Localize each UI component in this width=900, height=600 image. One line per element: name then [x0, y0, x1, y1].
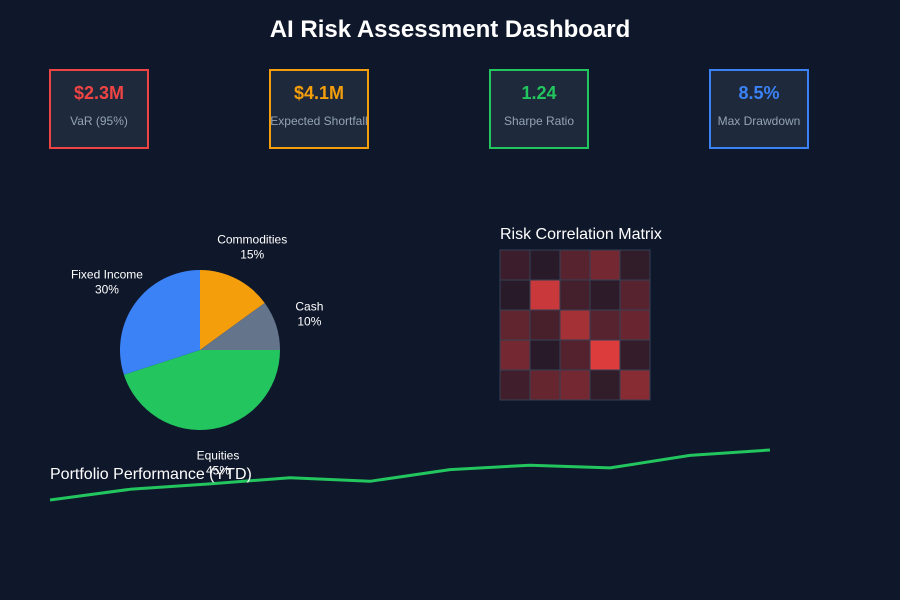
performance-title: Portfolio Performance (YTD): [50, 466, 252, 483]
heatmap-cell: [559, 279, 591, 311]
heatmap-cell: [619, 339, 651, 371]
kpi-label: VaR (95%): [70, 114, 128, 128]
heatmap-cell: [619, 369, 651, 401]
pie-slice-equities: [123, 350, 280, 430]
heatmap-cell: [499, 249, 531, 281]
page-title: AI Risk Assessment Dashboard: [269, 16, 631, 43]
heatmap-cell: [589, 339, 621, 371]
heatmap-cell: [559, 309, 591, 341]
heatmap-cell: [619, 249, 651, 281]
kpi-label: Expected Shortfall: [270, 114, 368, 128]
kpi-card-var: $2.3M VaR (95%): [49, 69, 149, 149]
heatmap-cell: [499, 339, 531, 371]
kpi-card-sharpe-ratio: 1.24 Sharpe Ratio: [489, 69, 589, 149]
heatmap-cell: [589, 279, 621, 311]
heatmap-cell: [529, 339, 561, 371]
correlation-heatmap: [499, 249, 651, 401]
kpi-label: Sharpe Ratio: [503, 114, 575, 128]
heatmap-cell: [559, 369, 591, 401]
heatmap-cell: [559, 339, 591, 371]
performance-line-chart: [49, 448, 771, 502]
pie-label: Cash 10%: [295, 299, 323, 328]
allocation-pie-chart: Commodities 15% Cash 10% Equities 45% Fixed In…: [71, 233, 323, 478]
performance-line: [49, 448, 771, 502]
correlation-matrix-title: Risk Correlation Matrix: [500, 226, 662, 243]
heatmap-cell: [529, 369, 561, 401]
pie-label: Equities 45%: [197, 449, 240, 478]
pie-slice-fixed-income: [120, 270, 200, 375]
pie-slice-cash: [200, 302, 280, 350]
kpi-card-expected-shortfall: $4.1M Expected Shortfall: [269, 69, 369, 149]
kpi-card-max-drawdown: 8.5% Max Drawdown: [709, 69, 809, 149]
heatmap-cell: [589, 309, 621, 341]
kpi-value: $4.1M: [293, 83, 345, 103]
heatmap-cell: [499, 309, 531, 341]
kpi-value: 8.5%: [738, 83, 780, 103]
pie-label: Commodities 15%: [217, 233, 287, 262]
heatmap-cell: [499, 279, 531, 311]
heatmap-cell: [589, 369, 621, 401]
heatmap-cell: [529, 249, 561, 281]
heatmap-cell: [619, 279, 651, 311]
kpi-value: 1.24: [521, 83, 557, 103]
heatmap-cell: [529, 309, 561, 341]
pie-label: Fixed Income 30%: [71, 267, 143, 296]
heatmap-cell: [499, 369, 531, 401]
heatmap-cell: [589, 249, 621, 281]
kpi-label: Max Drawdown: [717, 114, 801, 128]
pie-slice-commodities: [200, 270, 265, 350]
heatmap-cell: [559, 249, 591, 281]
heatmap-cell: [529, 279, 561, 311]
heatmap-cell: [619, 309, 651, 341]
kpi-value: $2.3M: [73, 83, 125, 103]
